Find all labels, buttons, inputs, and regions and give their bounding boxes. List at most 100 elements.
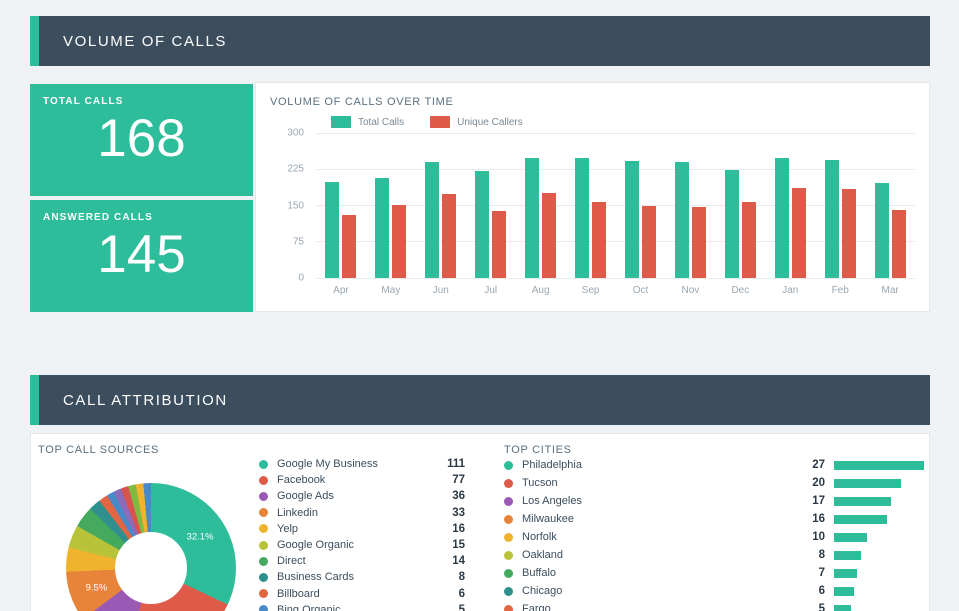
city-bar	[834, 478, 901, 488]
source-name: Google My Business	[277, 458, 378, 471]
gridline	[316, 168, 915, 170]
total-calls-card: TOTAL CALLS 168	[30, 84, 253, 196]
city-bar	[834, 586, 854, 596]
city-dot	[504, 532, 513, 542]
city-name: Tucson	[522, 477, 558, 489]
bar-group-dec	[715, 133, 765, 278]
bar-group-mar	[865, 133, 915, 278]
source-dot	[259, 475, 268, 485]
city-row: Tucson 20	[504, 474, 924, 492]
volume-of-calls-section-header: VOLUME OF CALLS	[30, 16, 930, 66]
city-bar	[834, 514, 888, 524]
total-calls-bar	[325, 182, 340, 278]
unique-callers-bar	[442, 194, 457, 278]
city-name: Chicago	[522, 585, 563, 597]
legend-swatch	[430, 116, 451, 128]
city-row: Chicago 6	[504, 582, 924, 600]
x-tick-label: Jun	[432, 285, 449, 296]
city-bar	[834, 550, 861, 560]
source-name: Linkedin	[277, 506, 318, 519]
total-calls-bar	[525, 158, 540, 278]
x-tick-label: Dec	[731, 285, 750, 296]
x-tick-label: May	[381, 285, 401, 296]
x-tick-label: Feb	[831, 285, 849, 296]
city-bar-track	[834, 496, 924, 506]
total-calls-bar	[874, 183, 889, 278]
total-calls-bar	[724, 170, 739, 278]
city-name: Milwaukee	[522, 513, 574, 525]
call-attribution-section-header: CALL ATTRIBUTION	[30, 375, 930, 425]
city-dot	[504, 460, 513, 470]
city-dot	[504, 604, 513, 611]
legend-label: Unique Callers	[457, 116, 523, 128]
source-dot	[259, 524, 268, 534]
source-name: Yelp	[277, 522, 299, 535]
total-calls-bar	[475, 170, 490, 278]
gridline	[316, 205, 915, 206]
source-name: Bing Organic	[277, 603, 341, 611]
city-name: Philadelphia	[522, 459, 582, 471]
source-name: Billboard	[277, 587, 320, 600]
city-dot	[504, 568, 513, 578]
volume-chart-title: VOLUME OF CALLS OVER TIME	[270, 96, 454, 108]
source-dot	[259, 589, 268, 599]
total-calls-bar	[375, 178, 390, 278]
unique-callers-bar	[392, 205, 407, 278]
answered-calls-card: ANSWERED CALLS 145	[30, 200, 253, 312]
source-dot	[259, 556, 268, 566]
source-dot	[259, 508, 268, 518]
source-name: Google Ads	[277, 490, 334, 503]
y-tick-label: 300	[287, 127, 304, 139]
city-row: Norfolk 10	[504, 528, 924, 546]
city-value: 7	[818, 567, 825, 579]
top-call-sources-title: TOP CALL SOURCES	[38, 444, 160, 456]
x-tick-label: Oct	[632, 285, 649, 296]
city-dot	[504, 514, 513, 524]
gridline	[316, 132, 915, 134]
source-name: Direct	[277, 555, 306, 568]
gridline	[316, 277, 915, 279]
source-row: Billboard 6	[259, 586, 465, 602]
top-cities-title: TOP CITIES	[504, 444, 572, 456]
source-value: 14	[452, 555, 465, 568]
y-tick-label: 150	[287, 200, 304, 211]
top-cities-list: Philadelphia 27 Tucson 20 Los Angeles 17 Milwa…	[504, 456, 924, 611]
city-value: 27	[812, 459, 825, 471]
total-calls-bar	[425, 162, 440, 278]
y-tick-label: 0	[298, 272, 304, 284]
y-axis: 0 75 150 225 300	[270, 128, 316, 284]
volume-over-time-panel: VOLUME OF CALLS OVER TIME Total Calls Uni…	[255, 82, 930, 312]
city-value: 17	[812, 495, 825, 507]
total-calls-bar	[624, 160, 639, 278]
source-value: 15	[452, 539, 465, 552]
city-dot	[504, 496, 513, 506]
unique-callers-bar	[492, 211, 507, 278]
city-row: Fargo 5	[504, 600, 924, 611]
source-value: 33	[452, 506, 465, 519]
legend-item-unique-callers[interactable]: Unique Callers	[430, 116, 523, 128]
source-dot	[259, 459, 268, 469]
city-bar-track	[834, 532, 924, 542]
header-accent-bar	[30, 375, 39, 425]
source-row: Facebook 77	[259, 472, 465, 488]
source-row: Google My Business 111	[259, 456, 465, 472]
bar-group-jun	[416, 133, 466, 278]
city-name: Fargo	[522, 603, 551, 611]
city-name: Norfolk	[522, 531, 557, 543]
header-accent-bar	[30, 16, 39, 66]
call-attribution-panel: TOP CALL SOURCES TOP CITIES 32.1%22.3%10…	[30, 433, 930, 611]
city-value: 20	[812, 477, 825, 489]
bar-group-jul	[466, 133, 516, 278]
donut-hole	[115, 532, 187, 604]
x-tick-label: Apr	[333, 285, 349, 296]
city-bar-track	[834, 478, 924, 488]
unique-callers-bar	[641, 205, 656, 278]
bar-chart-plot-area: 0 75 150 225 300	[270, 128, 915, 284]
source-value: 8	[458, 571, 465, 584]
city-value: 5	[818, 603, 825, 611]
city-value: 16	[812, 513, 825, 525]
bar-group-sep	[566, 133, 616, 278]
source-name: Facebook	[277, 474, 326, 487]
legend-item-total-calls[interactable]: Total Calls	[331, 116, 404, 128]
